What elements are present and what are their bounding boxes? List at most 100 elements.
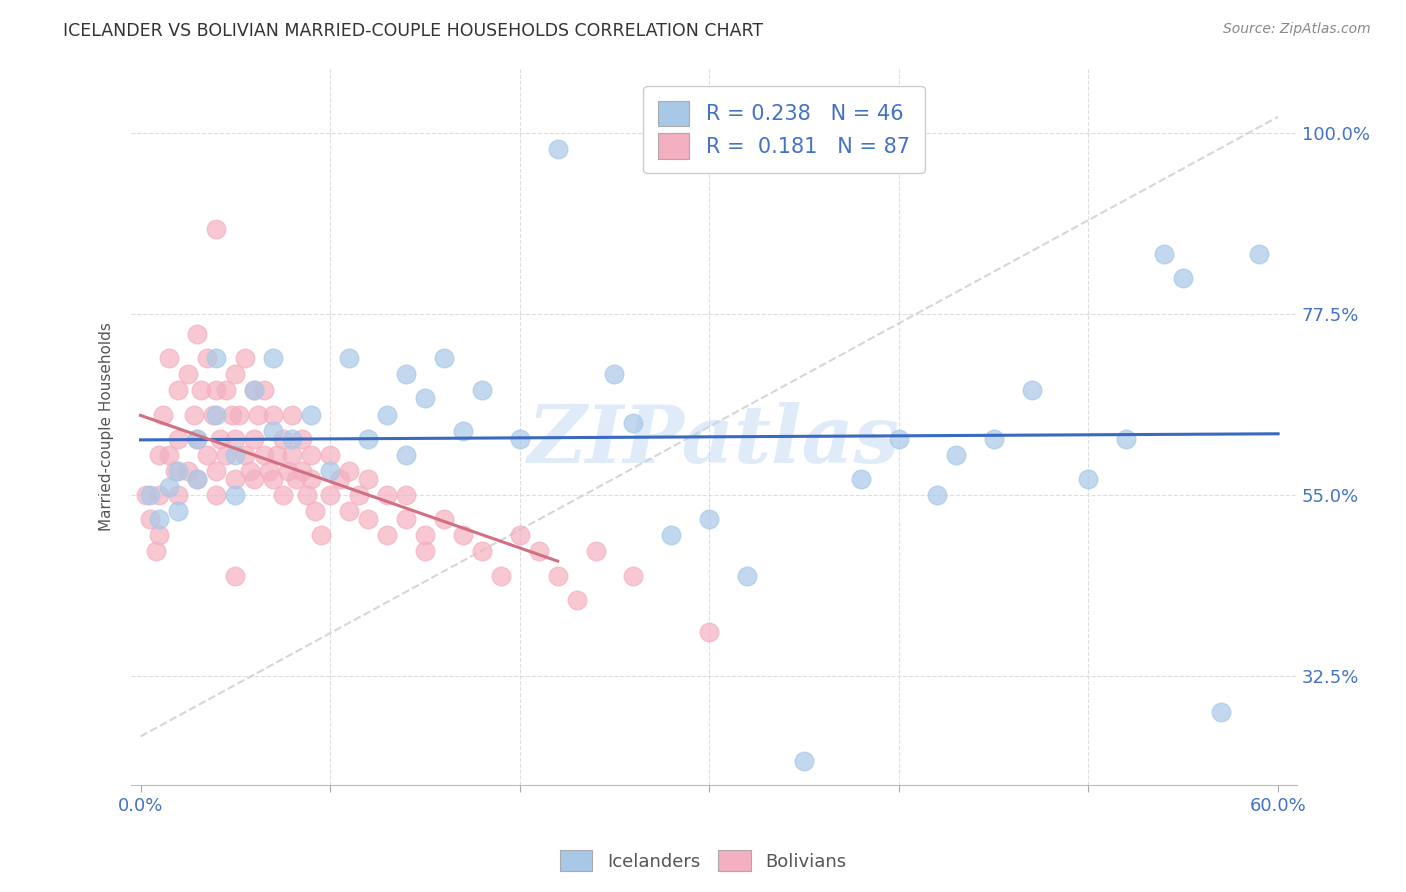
Point xyxy=(1115,432,1137,446)
Point xyxy=(228,408,250,422)
Point xyxy=(291,464,314,478)
Point xyxy=(623,416,645,430)
Point xyxy=(148,448,170,462)
Point xyxy=(1153,246,1175,260)
Point xyxy=(337,351,360,366)
Point xyxy=(224,568,246,582)
Point xyxy=(190,384,212,398)
Point xyxy=(139,512,162,526)
Point xyxy=(253,448,276,462)
Point xyxy=(163,464,186,478)
Point xyxy=(413,392,436,406)
Point xyxy=(167,464,190,478)
Legend: R = 0.238   N = 46, R =  0.181   N = 87: R = 0.238 N = 46, R = 0.181 N = 87 xyxy=(644,87,925,173)
Point xyxy=(152,408,174,422)
Point xyxy=(167,384,190,398)
Point xyxy=(183,408,205,422)
Point xyxy=(945,448,967,462)
Point xyxy=(329,472,352,486)
Point xyxy=(262,472,284,486)
Point xyxy=(224,368,246,382)
Point xyxy=(148,512,170,526)
Point xyxy=(1211,706,1233,720)
Y-axis label: Married-couple Households: Married-couple Households xyxy=(100,322,114,531)
Legend: Icelanders, Bolivians: Icelanders, Bolivians xyxy=(553,843,853,879)
Point xyxy=(177,464,200,478)
Point xyxy=(433,351,456,366)
Point xyxy=(135,488,157,502)
Point xyxy=(451,424,474,438)
Point xyxy=(205,408,228,422)
Point xyxy=(983,432,1005,446)
Point xyxy=(887,432,910,446)
Point xyxy=(509,432,531,446)
Point xyxy=(603,368,626,382)
Point xyxy=(195,448,218,462)
Point xyxy=(1249,246,1271,260)
Point xyxy=(585,544,607,558)
Point xyxy=(337,464,360,478)
Point xyxy=(1077,472,1099,486)
Point xyxy=(243,472,266,486)
Point xyxy=(253,384,276,398)
Point xyxy=(186,432,208,446)
Point xyxy=(205,464,228,478)
Point xyxy=(262,351,284,366)
Point xyxy=(1173,270,1195,285)
Text: ZIPatlas: ZIPatlas xyxy=(529,402,900,480)
Point xyxy=(205,488,228,502)
Point xyxy=(186,472,208,486)
Point xyxy=(623,568,645,582)
Point xyxy=(375,528,398,542)
Point xyxy=(471,384,494,398)
Point xyxy=(375,488,398,502)
Point xyxy=(309,528,332,542)
Point xyxy=(319,448,342,462)
Point xyxy=(205,222,228,236)
Point xyxy=(205,351,228,366)
Point xyxy=(215,384,238,398)
Point xyxy=(195,351,218,366)
Point xyxy=(1021,384,1043,398)
Point xyxy=(451,528,474,542)
Point xyxy=(233,448,256,462)
Point xyxy=(395,448,418,462)
Point xyxy=(157,448,180,462)
Point xyxy=(925,488,948,502)
Point xyxy=(271,488,294,502)
Point xyxy=(297,488,319,502)
Point xyxy=(157,480,180,494)
Point xyxy=(205,384,228,398)
Point xyxy=(697,624,720,639)
Point xyxy=(262,424,284,438)
Point xyxy=(433,512,456,526)
Point xyxy=(167,432,190,446)
Point xyxy=(375,408,398,422)
Point xyxy=(177,368,200,382)
Text: ICELANDER VS BOLIVIAN MARRIED-COUPLE HOUSEHOLDS CORRELATION CHART: ICELANDER VS BOLIVIAN MARRIED-COUPLE HOU… xyxy=(63,22,763,40)
Point xyxy=(186,327,208,342)
Point xyxy=(347,488,370,502)
Point xyxy=(281,448,304,462)
Point xyxy=(157,351,180,366)
Point xyxy=(304,504,326,518)
Point xyxy=(266,448,288,462)
Point xyxy=(247,408,270,422)
Point xyxy=(357,432,380,446)
Point xyxy=(271,432,294,446)
Text: Source: ZipAtlas.com: Source: ZipAtlas.com xyxy=(1223,22,1371,37)
Point xyxy=(148,488,170,502)
Point xyxy=(395,512,418,526)
Point xyxy=(259,464,281,478)
Point xyxy=(285,472,308,486)
Point xyxy=(221,408,243,422)
Point xyxy=(509,528,531,542)
Point xyxy=(299,472,322,486)
Point xyxy=(243,384,266,398)
Point xyxy=(277,464,299,478)
Point xyxy=(319,488,342,502)
Point xyxy=(281,432,304,446)
Point xyxy=(224,472,246,486)
Point xyxy=(337,504,360,518)
Point xyxy=(793,754,815,768)
